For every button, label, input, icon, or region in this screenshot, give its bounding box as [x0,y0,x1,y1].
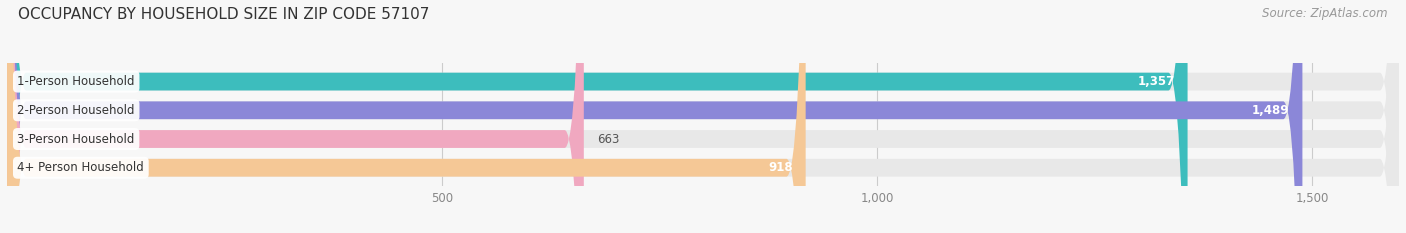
Text: 3-Person Household: 3-Person Household [17,133,135,146]
Text: Source: ZipAtlas.com: Source: ZipAtlas.com [1263,7,1388,20]
Text: 1,489: 1,489 [1251,104,1289,117]
Text: 2-Person Household: 2-Person Household [17,104,135,117]
FancyBboxPatch shape [7,0,1399,233]
FancyBboxPatch shape [7,0,1399,233]
FancyBboxPatch shape [7,0,1399,233]
FancyBboxPatch shape [7,0,583,233]
FancyBboxPatch shape [7,0,806,233]
Text: 4+ Person Household: 4+ Person Household [17,161,145,174]
Text: 1-Person Household: 1-Person Household [17,75,135,88]
Text: 918: 918 [768,161,793,174]
FancyBboxPatch shape [7,0,1302,233]
Text: 1,357: 1,357 [1137,75,1174,88]
FancyBboxPatch shape [7,0,1188,233]
Text: 663: 663 [598,133,619,146]
FancyBboxPatch shape [7,0,1399,233]
Text: OCCUPANCY BY HOUSEHOLD SIZE IN ZIP CODE 57107: OCCUPANCY BY HOUSEHOLD SIZE IN ZIP CODE … [18,7,430,22]
